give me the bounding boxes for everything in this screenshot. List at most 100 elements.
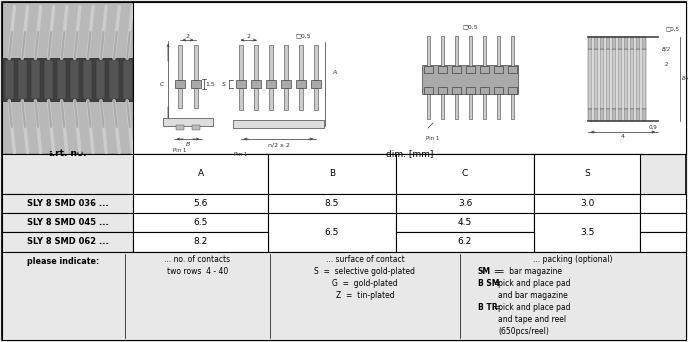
Text: 3.0: 3.0 xyxy=(580,199,594,208)
Bar xyxy=(133,232,268,252)
Text: 6.5: 6.5 xyxy=(193,218,208,227)
Bar xyxy=(163,118,213,126)
Bar xyxy=(534,194,640,213)
Bar xyxy=(2,2,133,154)
Bar xyxy=(5,60,14,99)
Bar xyxy=(233,120,324,128)
Text: B+1: B+1 xyxy=(682,77,688,81)
Bar xyxy=(588,37,592,49)
Bar xyxy=(314,88,318,110)
Text: ... surface of contact: ... surface of contact xyxy=(325,254,405,263)
Bar xyxy=(600,109,604,121)
Bar xyxy=(612,109,616,121)
Bar xyxy=(268,154,396,194)
Bar xyxy=(497,36,499,66)
Bar xyxy=(2,252,686,340)
Bar xyxy=(594,37,598,49)
Bar xyxy=(396,232,534,252)
Bar xyxy=(299,45,303,80)
Text: □0,5: □0,5 xyxy=(462,25,477,29)
Bar xyxy=(239,45,243,80)
Bar xyxy=(178,88,182,108)
Bar xyxy=(268,194,396,213)
Text: pick and place pad: pick and place pad xyxy=(498,303,570,313)
Text: 2: 2 xyxy=(246,34,250,39)
Bar xyxy=(96,60,105,99)
Bar xyxy=(588,109,592,121)
Bar xyxy=(636,109,640,121)
Text: 4: 4 xyxy=(621,133,625,139)
Bar xyxy=(612,49,616,109)
Bar xyxy=(299,88,303,110)
Bar xyxy=(109,60,118,99)
Bar xyxy=(2,232,133,252)
Bar xyxy=(254,88,258,110)
Text: 8.2: 8.2 xyxy=(193,237,208,247)
Bar xyxy=(284,88,288,110)
Bar xyxy=(534,154,640,194)
Bar xyxy=(2,154,133,194)
Bar xyxy=(427,36,429,66)
Bar xyxy=(44,60,53,99)
Bar xyxy=(508,87,517,93)
Bar xyxy=(594,109,598,121)
Bar xyxy=(624,37,628,49)
Bar xyxy=(600,37,604,49)
Text: 8.5: 8.5 xyxy=(325,199,339,208)
Bar xyxy=(469,93,471,118)
Bar xyxy=(133,213,268,232)
Text: 2: 2 xyxy=(664,62,668,66)
Text: n/2 x 2: n/2 x 2 xyxy=(268,143,290,147)
Text: S: S xyxy=(584,170,590,179)
Bar xyxy=(268,213,396,252)
Text: G  =  gold-plated: G = gold-plated xyxy=(332,279,398,289)
Bar xyxy=(438,87,447,93)
Text: please indicate:: please indicate: xyxy=(28,256,100,265)
Bar xyxy=(642,49,646,109)
Bar xyxy=(269,88,273,110)
Bar xyxy=(236,80,246,88)
Text: dim. [mm]: dim. [mm] xyxy=(386,149,433,158)
Bar xyxy=(194,88,198,108)
Text: and tape and reel: and tape and reel xyxy=(498,316,566,325)
Text: 6.5: 6.5 xyxy=(325,228,339,237)
Text: and bar magazine: and bar magazine xyxy=(498,291,568,301)
Bar xyxy=(606,37,610,49)
Bar xyxy=(640,194,686,213)
Text: B SM: B SM xyxy=(478,279,499,289)
Bar xyxy=(466,87,475,93)
Bar xyxy=(296,80,306,88)
Bar xyxy=(451,66,460,73)
Bar xyxy=(422,65,518,94)
Text: B: B xyxy=(186,142,190,146)
Bar xyxy=(251,80,261,88)
Text: □0,5: □0,5 xyxy=(296,34,311,39)
Bar xyxy=(314,45,318,80)
Text: ... packing (optional): ... packing (optional) xyxy=(533,254,613,263)
Bar xyxy=(70,60,79,99)
Text: B/2: B/2 xyxy=(661,47,671,52)
Bar xyxy=(640,213,686,232)
Text: art. no.: art. no. xyxy=(49,149,86,158)
Bar xyxy=(618,109,622,121)
Text: B TR: B TR xyxy=(478,303,497,313)
Bar xyxy=(612,37,616,49)
Text: B: B xyxy=(329,170,335,179)
Bar xyxy=(83,60,92,99)
Text: Pin 1: Pin 1 xyxy=(173,148,186,154)
Text: (650pcs/reel): (650pcs/reel) xyxy=(498,328,549,337)
Bar xyxy=(239,88,243,110)
Text: 3.6: 3.6 xyxy=(458,199,472,208)
Text: =: = xyxy=(493,279,499,289)
Bar xyxy=(133,154,268,194)
Text: =: = xyxy=(493,303,499,313)
Bar xyxy=(618,37,622,49)
Bar xyxy=(396,213,534,232)
Bar xyxy=(192,125,200,130)
Bar xyxy=(133,194,268,213)
Bar xyxy=(424,66,433,73)
Bar xyxy=(606,49,610,109)
Bar xyxy=(636,37,640,49)
Text: C: C xyxy=(160,81,164,87)
Text: two rows  4 - 40: two rows 4 - 40 xyxy=(167,267,228,276)
